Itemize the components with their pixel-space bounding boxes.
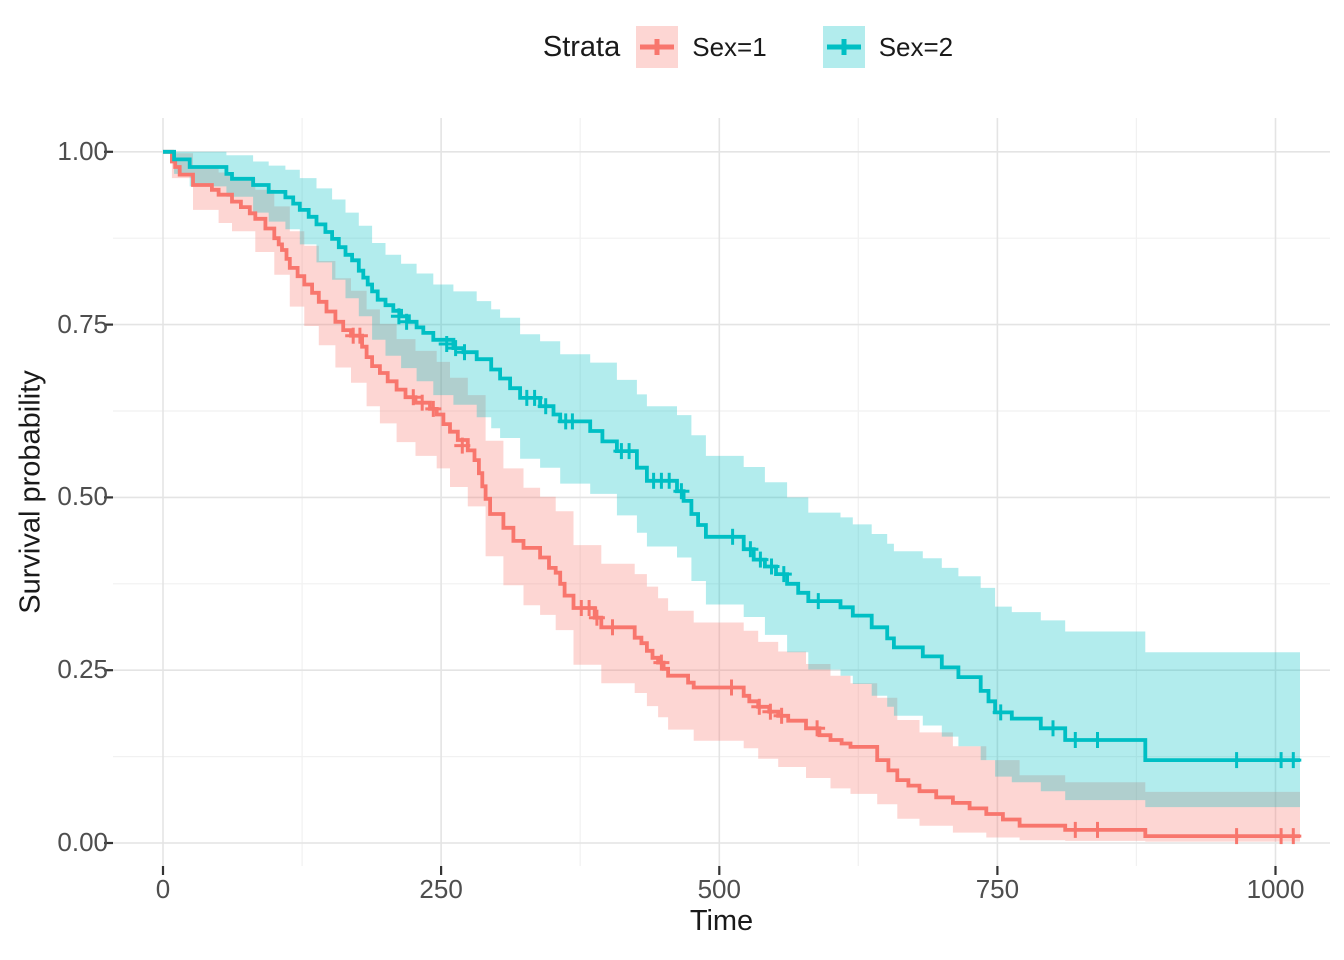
x-tick-label: 750	[975, 874, 1020, 904]
legend-key-sex1-icon	[636, 26, 679, 68]
x-axis-title: Time	[689, 905, 754, 937]
y-tick-label: 0.50	[57, 481, 108, 512]
ci-ribbon-sex2	[163, 151, 1300, 808]
y-tick-label: 0.25	[57, 654, 108, 685]
legend-item-sex1: Sex=1	[636, 26, 767, 68]
legend-title: Strata	[542, 30, 621, 63]
x-tick-label: 500	[697, 874, 741, 904]
y-tick-label: 1.00	[57, 135, 108, 166]
legend: Strata Sex=1 Sex=2	[76, 26, 1344, 68]
legend-item-label-sex1: Sex=1	[692, 31, 767, 62]
ci-ribbon-sex1	[163, 151, 1300, 842]
y-tick-label: 0.75	[57, 308, 108, 339]
x-tick-label: 250	[419, 874, 463, 904]
legend-item-sex2: Sex=2	[822, 26, 954, 68]
y-tick-label: 0.00	[57, 826, 108, 857]
legend-item-label-sex2: Sex=2	[878, 31, 954, 62]
legend-key-sex2-icon	[822, 26, 865, 68]
survival-curve-sex1	[163, 149, 1300, 838]
x-tick-label: 0	[155, 874, 171, 904]
x-tick-label: 1000	[1246, 874, 1305, 904]
